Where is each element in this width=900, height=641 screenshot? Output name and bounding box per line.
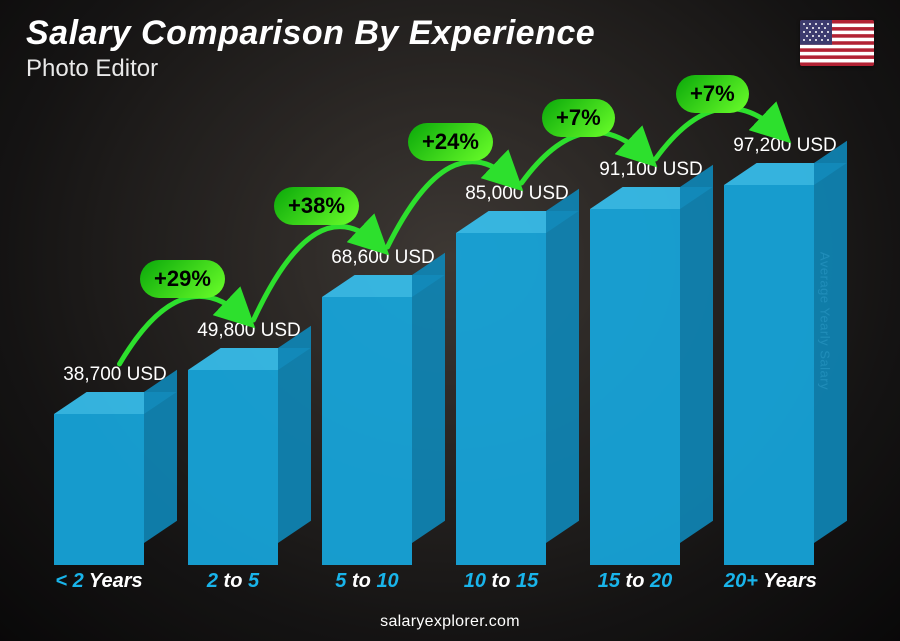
- x-axis-label: 20+ Years: [724, 570, 814, 593]
- x-axis-label: 5 to 10: [322, 570, 412, 593]
- bar: [54, 414, 144, 565]
- value-label: 49,800 USD: [159, 320, 339, 342]
- percent-badge: +7%: [542, 99, 615, 137]
- x-axis-label: 10 to 15: [456, 570, 546, 593]
- bar-front: [54, 414, 144, 565]
- chart-title: Salary Comparison By Experience: [26, 14, 595, 53]
- bar-side: [680, 165, 713, 543]
- title-block: Salary Comparison By Experience Photo Ed…: [26, 14, 595, 83]
- x-axis-label: 2 to 5: [188, 570, 278, 593]
- x-axis-label: < 2 Years: [54, 570, 144, 593]
- bar-front: [724, 185, 814, 565]
- percent-badge: +24%: [408, 123, 493, 161]
- percent-badge: +7%: [676, 75, 749, 113]
- bar-side: [278, 326, 311, 543]
- x-axis-label: 15 to 20: [590, 570, 680, 593]
- value-label: 91,100 USD: [561, 159, 741, 181]
- bar-front: [456, 233, 546, 565]
- bar-group: 38,700 USD< 2 Years: [54, 75, 144, 595]
- percent-badge: +29%: [140, 260, 225, 298]
- usa-flag-icon: [800, 20, 874, 66]
- bar-group: 97,200 USD20+ Years: [724, 75, 814, 595]
- value-label: 85,000 USD: [427, 183, 607, 205]
- value-label: 68,600 USD: [293, 247, 473, 269]
- bar-group: 49,800 USD2 to 5: [188, 75, 278, 595]
- value-label: 38,700 USD: [25, 364, 205, 386]
- bar-side: [546, 189, 579, 543]
- percent-badge: +38%: [274, 187, 359, 225]
- bar-front: [322, 297, 412, 565]
- bar: [456, 233, 546, 565]
- footer-attribution: salaryexplorer.com: [0, 613, 900, 631]
- bar-side: [144, 370, 177, 543]
- bar: [188, 370, 278, 565]
- bar-chart: 38,700 USD< 2 Years49,800 USD2 to 5+29%6…: [0, 75, 900, 595]
- bar: [590, 209, 680, 565]
- bar-front: [590, 209, 680, 565]
- bar-side: [814, 141, 847, 543]
- bar: [724, 185, 814, 565]
- bar-side: [412, 253, 445, 543]
- value-label: 97,200 USD: [695, 135, 875, 157]
- bar-front: [188, 370, 278, 565]
- bar-group: 68,600 USD5 to 10: [322, 75, 412, 595]
- bar: [322, 297, 412, 565]
- bar-group: 91,100 USD15 to 20: [590, 75, 680, 595]
